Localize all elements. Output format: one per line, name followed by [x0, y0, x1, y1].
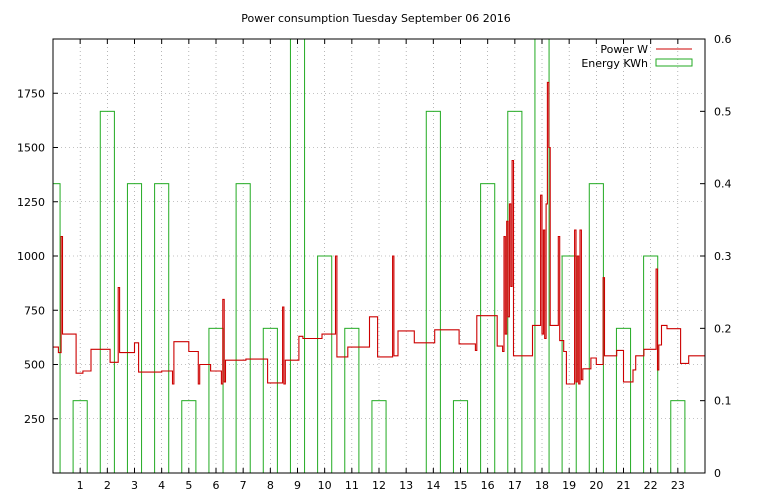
energy-bar	[99, 110, 115, 474]
y-left-tick-labels: 250 500 750 1000 1250 1500 1750	[17, 87, 45, 426]
x-tick-label: 9	[294, 479, 301, 492]
legend-label-power: Power W	[600, 43, 648, 56]
y-left-tick-label: 1000	[17, 250, 45, 263]
y-right-tick-label: 0	[714, 467, 721, 480]
y-left-tick-label: 1750	[17, 87, 45, 100]
y-right-tick-label: 0.2	[714, 322, 732, 335]
chart-title: Power consumption Tuesday September 06 2…	[241, 12, 511, 25]
legend-swatch-energy	[655, 58, 693, 67]
x-tick-label: 16	[481, 479, 495, 492]
x-tick-label: 15	[454, 479, 468, 492]
x-tick-label: 23	[671, 479, 685, 492]
y-right-tick-label: 0.5	[714, 105, 732, 118]
energy-bars	[52, 38, 686, 474]
power-series-line	[53, 81, 705, 385]
y-right-tick-label: 0.4	[714, 178, 732, 191]
x-tick-label: 18	[535, 479, 549, 492]
x-tick-label: 4	[158, 479, 165, 492]
x-tick-label: 21	[617, 479, 631, 492]
x-tick-label: 22	[644, 479, 658, 492]
y-right-tick-labels: 0 0.1 0.2 0.3 0.4 0.5 0.6	[714, 33, 732, 480]
y-left-tick-label: 1500	[17, 142, 45, 155]
power-line	[53, 81, 705, 385]
y-left-tick-label: 250	[24, 413, 45, 426]
x-tick-labels: 1 2 3 4 5 6 7 8 9 10 11 12 13 14 15 16 17 18 19 20 21 22 23	[77, 479, 685, 492]
y-left-tick-label: 500	[24, 359, 45, 372]
y-right-tick-label: 0.1	[714, 395, 732, 408]
x-tick-label: 1	[77, 479, 84, 492]
y-right-tick-label: 0.3	[714, 250, 732, 263]
x-tick-label: 13	[399, 479, 413, 492]
x-tick-label: 2	[104, 479, 111, 492]
x-tick-label: 3	[131, 479, 138, 492]
x-tick-label: 11	[345, 479, 359, 492]
y-left-tick-label: 1250	[17, 196, 45, 209]
x-tick-label: 8	[267, 479, 274, 492]
x-tick-label: 6	[213, 479, 220, 492]
y-left-tick-label: 750	[24, 304, 45, 317]
energy-bar	[52, 183, 61, 474]
x-tick-label: 7	[240, 479, 247, 492]
legend-label-energy: Energy KWh	[581, 57, 648, 70]
x-tick-label: 17	[508, 479, 522, 492]
x-tick-label: 14	[426, 479, 440, 492]
y-right-tick-label: 0.6	[714, 33, 732, 46]
x-tick-label: 10	[318, 479, 332, 492]
x-tick-label: 20	[589, 479, 603, 492]
x-tick-label: 5	[185, 479, 192, 492]
gridlines	[53, 39, 705, 473]
legend: Power W Energy KWh	[581, 43, 693, 70]
tick-marks	[53, 38, 705, 474]
x-tick-label: 19	[562, 479, 576, 492]
x-tick-label: 12	[372, 479, 386, 492]
